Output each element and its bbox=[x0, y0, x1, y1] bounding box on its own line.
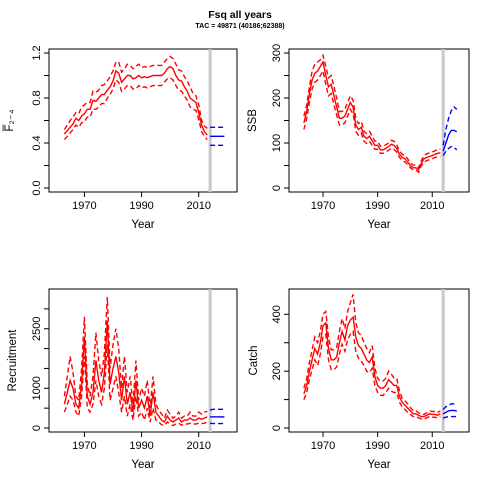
x-tick-label: 1970 bbox=[72, 440, 96, 452]
panel-catch: 1970 1990 2010 Year 0 200 400 Catch bbox=[248, 288, 470, 471]
y-tick-label: 0.4 bbox=[31, 135, 43, 150]
historic-upper-ci-line bbox=[63, 296, 208, 420]
panel-fbar: 1970 1990 2010 Year 0.0 0.4 0.8 1.2 F̅₂₋₄ bbox=[4, 45, 238, 231]
projection-upper-ci-line bbox=[442, 403, 457, 410]
projection-lower-ci-line bbox=[442, 145, 458, 156]
historic-lower-ci-line bbox=[303, 329, 441, 420]
x-tick-label: 1970 bbox=[311, 440, 335, 452]
historic-lower-ci-line bbox=[303, 69, 441, 174]
x-tick-label: 1990 bbox=[365, 200, 389, 212]
historic-estimate-line bbox=[303, 315, 441, 418]
y-tick-label: 0 bbox=[271, 425, 283, 431]
historic-upper-ci-line bbox=[303, 53, 441, 170]
x-axis-title: Year bbox=[131, 219, 154, 231]
historic-upper-ci-line bbox=[63, 55, 208, 130]
y-axis-title: F̅₂₋₄ bbox=[4, 109, 16, 132]
x-tick-label: 2010 bbox=[420, 440, 444, 452]
plot-frame bbox=[48, 288, 238, 433]
historic-lower-ci-line bbox=[63, 77, 208, 141]
y-tick-label: 200 bbox=[271, 362, 283, 380]
historic-estimate-line bbox=[63, 320, 208, 424]
y-tick-label: 2500 bbox=[31, 316, 43, 340]
y-tick-label: 0.0 bbox=[31, 180, 43, 195]
historic-estimate-line bbox=[303, 60, 441, 172]
page-title: Fsq all years bbox=[208, 9, 272, 21]
projection-estimate-line bbox=[442, 129, 458, 152]
projection-upper-ci-line bbox=[209, 408, 225, 411]
x-tick-label: 1970 bbox=[72, 200, 96, 212]
y-tick-label: 200 bbox=[271, 89, 283, 107]
x-axis-title: Year bbox=[367, 459, 390, 471]
y-tick-label: 0 bbox=[31, 425, 43, 431]
historic-lower-ci-line bbox=[63, 344, 208, 427]
x-tick-label: 1990 bbox=[129, 200, 153, 212]
panel-recruitment: 1970 1990 2010 Year 0 1000 2500 Recruitment bbox=[7, 288, 238, 471]
historic-estimate-line bbox=[63, 65, 208, 136]
projection-lower-ci-line bbox=[442, 415, 457, 419]
x-tick-label: 2010 bbox=[186, 440, 210, 452]
x-tick-label: 2010 bbox=[420, 200, 444, 212]
y-tick-label: 0.8 bbox=[31, 90, 43, 105]
y-tick-label: 0 bbox=[271, 185, 283, 191]
x-tick-label: 2010 bbox=[186, 200, 210, 212]
y-tick-label: 300 bbox=[271, 44, 283, 62]
y-tick-label: 1000 bbox=[31, 376, 43, 400]
historic-upper-ci-line bbox=[303, 294, 441, 416]
x-axis-title: Year bbox=[131, 459, 154, 471]
x-tick-label: 1990 bbox=[129, 440, 153, 452]
tac-subtitle: TAC = 49871 (40186;62388) bbox=[195, 23, 285, 30]
y-tick-label: 400 bbox=[271, 305, 283, 323]
projection-upper-ci-line bbox=[442, 105, 458, 146]
x-tick-label: 1970 bbox=[311, 200, 335, 212]
plot-frame bbox=[288, 288, 470, 433]
y-axis-title: Catch bbox=[248, 345, 260, 375]
x-axis-title: Year bbox=[367, 219, 390, 231]
y-tick-label: 100 bbox=[271, 134, 283, 152]
y-tick-label: 1.2 bbox=[31, 45, 43, 60]
y-axis-title: Recruitment bbox=[7, 329, 19, 392]
projection-estimate-line bbox=[442, 409, 457, 415]
y-axis-title: SSB bbox=[247, 109, 259, 132]
x-tick-label: 1990 bbox=[365, 440, 389, 452]
panel-ssb: 1970 1990 2010 Year 0 100 200 300 SSB bbox=[247, 44, 470, 231]
